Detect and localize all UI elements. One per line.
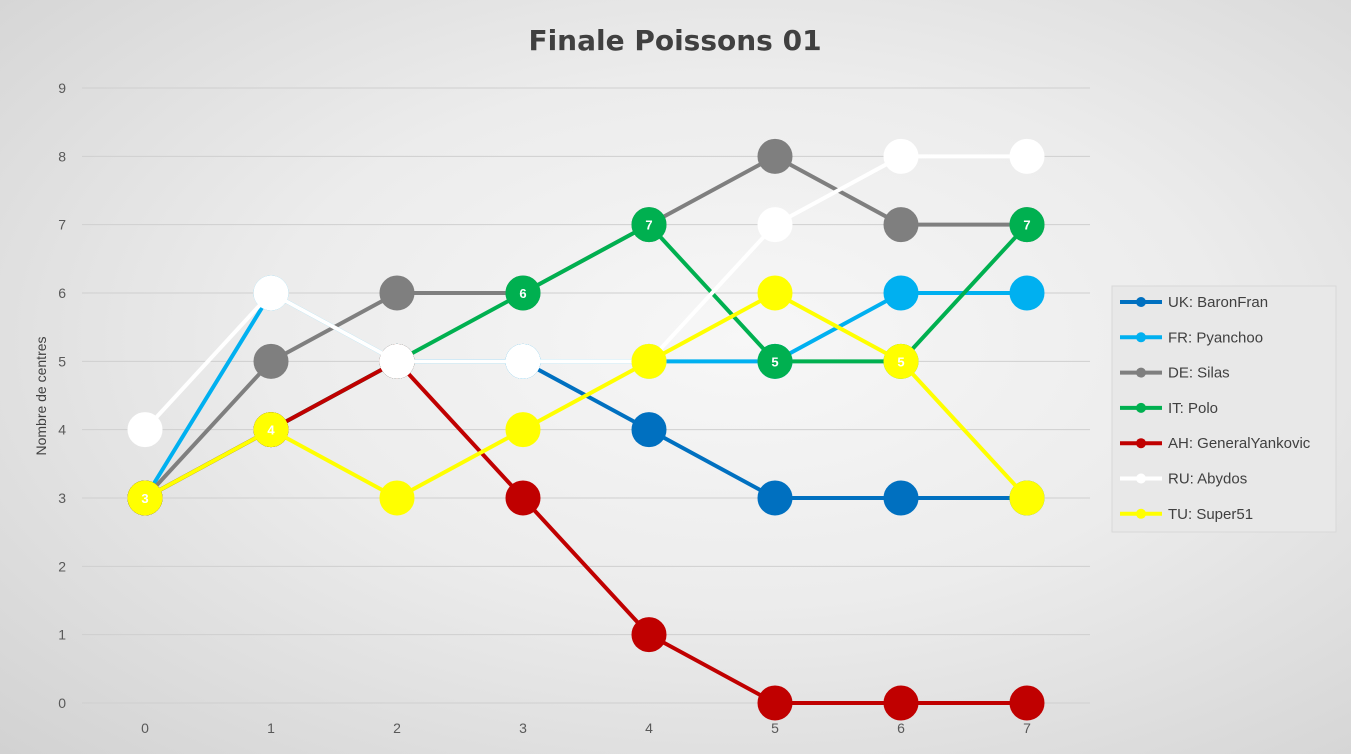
- data-label: 7: [1023, 218, 1030, 233]
- data-point: [1009, 275, 1045, 311]
- legend-entry: FR: Pyanchoo: [1120, 329, 1263, 346]
- legend: UK: BaronFran FR: Pyanchoo DE: Silas IT: Po…: [1111, 285, 1337, 533]
- data-point: [505, 480, 541, 516]
- y-tick-label: 5: [58, 353, 66, 369]
- legend-label: FR: Pyanchoo: [1168, 329, 1263, 346]
- legend-entry: IT: Polo: [1120, 400, 1218, 417]
- data-point: [757, 343, 793, 379]
- data-point: [1009, 207, 1045, 243]
- series-line: [144, 359, 1027, 705]
- legend-entry: AH: GeneralYankovic: [1120, 435, 1311, 452]
- data-label: 3: [141, 491, 148, 506]
- data-point: [883, 685, 919, 721]
- legend-entry: TU: Super51: [1120, 506, 1253, 523]
- y-tick-label: 7: [58, 217, 66, 233]
- data-point: [631, 617, 667, 653]
- y-axis-title: Nombre de centres: [33, 336, 49, 455]
- legend-label: TU: Super51: [1168, 506, 1253, 523]
- data-point: [505, 275, 541, 311]
- y-tick-label: 6: [58, 285, 66, 301]
- legend-swatch-marker: [1136, 332, 1146, 343]
- data-point: [127, 412, 163, 448]
- series-layer: 6 7 5 7 3 4 5: [127, 138, 1045, 721]
- data-point: [883, 343, 919, 379]
- x-tick-label: 5: [771, 720, 779, 736]
- data-label: 6: [519, 286, 526, 301]
- data-point: [883, 138, 919, 174]
- y-tick-label: 1: [58, 627, 66, 643]
- data-point: [631, 412, 667, 448]
- data-point: [631, 343, 667, 379]
- y-tick-label: 4: [58, 422, 66, 438]
- data-point: [505, 343, 541, 379]
- legend-label: UK: BaronFran: [1168, 294, 1268, 311]
- data-point: [1009, 138, 1045, 174]
- data-point: [505, 412, 541, 448]
- y-tick-label: 0: [58, 695, 66, 711]
- legend-label: AH: GeneralYankovic: [1168, 435, 1311, 452]
- legend-entry: DE: Silas: [1120, 365, 1230, 382]
- x-tick-label: 1: [267, 720, 275, 736]
- legend-label: RU: Abydos: [1168, 471, 1247, 488]
- x-tick-label: 0: [141, 720, 149, 736]
- x-tick-label: 4: [645, 720, 653, 736]
- data-label: 5: [897, 354, 904, 369]
- x-tick-label: 3: [519, 720, 527, 736]
- series: 3 4 5: [127, 275, 1045, 516]
- y-tick-label: 3: [58, 490, 66, 506]
- data-point: [757, 207, 793, 243]
- x-tick-label: 2: [393, 720, 401, 736]
- x-tick-label: 6: [897, 720, 905, 736]
- data-point: [883, 480, 919, 516]
- y-axis-ticks: 0 1 2 3 4 5 6 7 8 9: [58, 80, 66, 711]
- series: [127, 138, 1045, 448]
- series: [127, 138, 1045, 516]
- data-point: [757, 138, 793, 174]
- data-label: 4: [267, 423, 275, 438]
- y-tick-label: 2: [58, 558, 66, 574]
- y-tick-label: 9: [58, 80, 66, 96]
- data-point: [757, 685, 793, 721]
- data-label: 5: [771, 354, 778, 369]
- data-point: [253, 275, 289, 311]
- series-line: [143, 154, 1027, 500]
- series-line: [143, 154, 1027, 432]
- legend-swatch-marker: [1136, 438, 1146, 449]
- legend-swatch-marker: [1136, 297, 1146, 307]
- legend-swatch-marker: [1136, 402, 1146, 413]
- data-point: [1009, 480, 1045, 516]
- data-point: [127, 480, 163, 516]
- legend-swatch-marker: [1136, 473, 1146, 484]
- legend-swatch-marker: [1136, 367, 1146, 378]
- x-tick-label: 7: [1023, 720, 1031, 736]
- data-point: [1009, 685, 1045, 721]
- data-point: [883, 275, 919, 311]
- data-point: [379, 480, 415, 516]
- x-axis-ticks: 0 1 2 3 4 5 6 7: [141, 720, 1031, 736]
- data-point: [379, 343, 415, 379]
- legend-label: IT: Polo: [1168, 400, 1218, 417]
- data-point: [757, 480, 793, 516]
- data-point: [883, 207, 919, 243]
- legend-label: DE: Silas: [1168, 365, 1230, 382]
- series: [127, 343, 1045, 721]
- legend-swatch-marker: [1136, 508, 1146, 519]
- data-point: [631, 207, 667, 243]
- data-point: [253, 412, 289, 448]
- data-point: [379, 275, 415, 311]
- data-label: 7: [645, 218, 652, 233]
- legend-entry: UK: BaronFran: [1120, 294, 1268, 311]
- chart-title: Finale Poissons 01: [528, 24, 821, 57]
- data-point: [253, 343, 289, 379]
- series-line: [144, 291, 1029, 500]
- y-tick-label: 8: [58, 148, 66, 164]
- legend-entry: RU: Abydos: [1120, 471, 1247, 488]
- data-point: [757, 275, 793, 311]
